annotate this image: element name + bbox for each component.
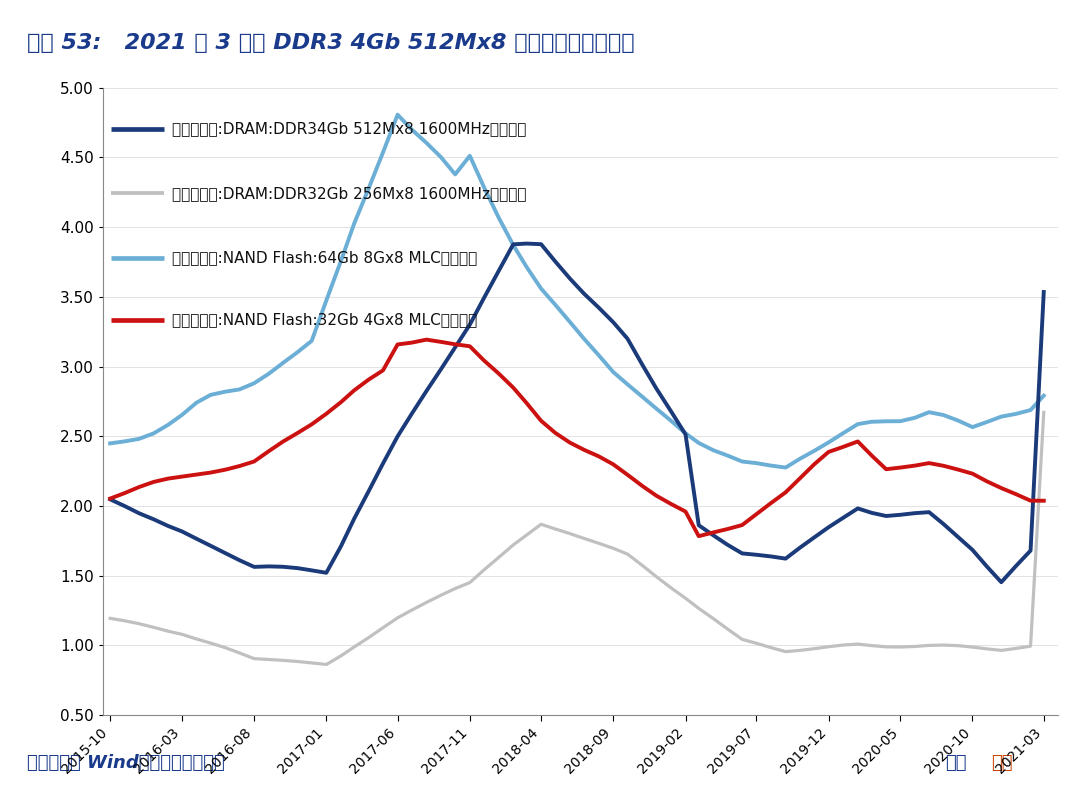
Text: 现货平均价:DRAM:DDR34Gb 512Mx8 1600MHz（美元）: 现货平均价:DRAM:DDR34Gb 512Mx8 1600MHz（美元） (172, 121, 526, 136)
Text: 现货平均价:NAND Flash:64Gb 8Gx8 MLC（美元）: 现货平均价:NAND Flash:64Gb 8Gx8 MLC（美元） (172, 250, 477, 265)
Text: 龙网: 龙网 (991, 754, 1013, 772)
Text: 现货平均价:DRAM:DDR32Gb 256Mx8 1600MHz（美元）: 现货平均价:DRAM:DDR32Gb 256Mx8 1600MHz（美元） (172, 186, 526, 201)
Text: 图表 53:   2021 年 3 月仅 DDR3 4Gb 512Mx8 动态随机存储器降价: 图表 53: 2021 年 3 月仅 DDR3 4Gb 512Mx8 动态随机存… (27, 34, 635, 53)
Text: 资料来源： Wind，国盛证券研究所: 资料来源： Wind，国盛证券研究所 (27, 754, 225, 772)
Text: 现货平均价:NAND Flash:32Gb 4Gx8 MLC（美元）: 现货平均价:NAND Flash:32Gb 4Gx8 MLC（美元） (172, 312, 477, 327)
Text: 河南: 河南 (945, 754, 967, 772)
